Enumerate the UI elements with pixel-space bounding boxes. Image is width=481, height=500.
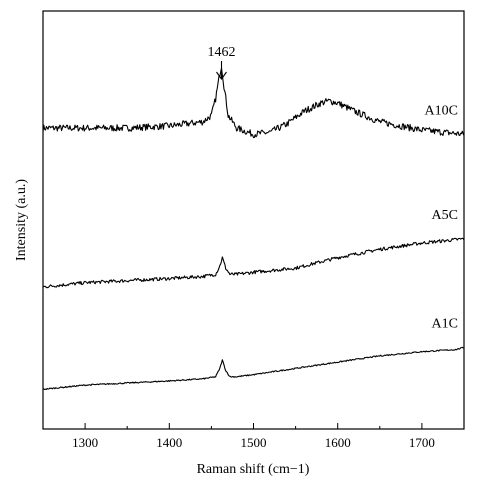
- peak-arrow-head: [216, 71, 227, 80]
- series-line-a1c: [42, 346, 464, 391]
- series-label-a10c: A10C: [425, 103, 458, 118]
- x-tick-label-1300: 1300: [72, 435, 98, 450]
- peak-annotation: 1462: [208, 45, 236, 80]
- peak-annotation-label: 1462: [208, 45, 236, 60]
- x-tick-label-1700: 1700: [409, 435, 435, 450]
- x-axis-label: Raman shift (cm−1): [197, 462, 310, 477]
- series-line-a5c: [42, 237, 465, 289]
- x-tick-label-1600: 1600: [325, 435, 351, 450]
- series-labels: A10C A5C A1C: [425, 103, 458, 331]
- series-line-a10c: [42, 67, 465, 139]
- series-label-a1c: A1C: [432, 316, 458, 331]
- plot-border: [42, 10, 465, 430]
- x-axis-tick-labels: 1300 1400 1500 1600 1700: [72, 435, 435, 450]
- x-tick-label-1400: 1400: [156, 435, 182, 450]
- series-label-a5c: A5C: [432, 208, 458, 223]
- y-axis-label: Intensity (a.u.): [14, 179, 29, 261]
- series-layer: [42, 67, 465, 391]
- plot-frame: [42, 10, 465, 430]
- x-axis-ticks: [42, 423, 465, 429]
- x-tick-label-1500: 1500: [241, 435, 267, 450]
